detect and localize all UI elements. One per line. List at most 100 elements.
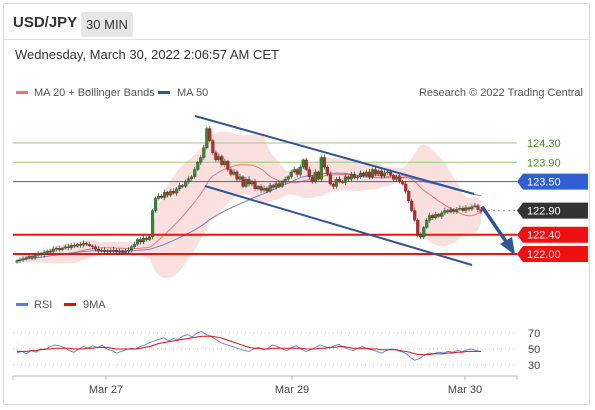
candle-body: [205, 128, 209, 148]
candle: [407, 189, 411, 204]
level-tag-122-40: 122.40: [517, 226, 588, 243]
candle-body: [265, 188, 269, 192]
rsi-panel: 70 50 30: [13, 328, 540, 372]
candle-body: [199, 157, 203, 163]
candle-body: [373, 169, 378, 175]
candle: [346, 175, 350, 182]
bollinger-band-area: [17, 131, 481, 279]
candle-body: [84, 243, 88, 245]
candle-body: [322, 157, 326, 168]
candle-body: [132, 244, 137, 247]
rsi-tick-70: 70: [528, 328, 540, 340]
candle-body: [54, 248, 58, 250]
candle: [256, 184, 260, 191]
rsi-tick-30: 30: [528, 360, 540, 372]
candle-body: [476, 205, 480, 210]
candle-body: [358, 172, 363, 177]
candle-body: [271, 185, 275, 188]
rsi-ma-legend-swatch: [64, 303, 76, 306]
candle-body: [377, 170, 381, 175]
candle: [105, 249, 109, 254]
candle: [377, 169, 381, 176]
candle-body: [226, 161, 230, 170]
candle: [343, 174, 347, 186]
candle: [154, 196, 158, 213]
candle-body: [355, 176, 360, 178]
candle: [60, 246, 64, 252]
candle-body: [181, 185, 185, 187]
candle: [229, 167, 233, 177]
research-credit: Research © 2022 Trading Central: [419, 87, 583, 99]
candle: [202, 144, 206, 160]
candle-body: [129, 246, 134, 251]
candle-body: [18, 259, 22, 261]
candle: [416, 218, 420, 238]
candle-body: [145, 237, 149, 240]
candle: [479, 206, 483, 214]
time-tick-label: Mar 29: [275, 384, 309, 396]
candle-body: [331, 183, 335, 187]
rsi-ma-legend-label: 9MA: [83, 299, 106, 311]
candle-body: [383, 172, 387, 176]
timeframe-button[interactable]: 30 MIN: [81, 12, 133, 37]
forecast-arrow: [481, 206, 515, 255]
candle-body: [36, 253, 40, 256]
rsi-ma-line: [17, 335, 481, 356]
candle-body: [343, 176, 347, 183]
candle-body: [334, 179, 338, 187]
candle-body: [51, 249, 55, 252]
candle: [33, 253, 37, 260]
candle: [129, 244, 134, 253]
candle: [337, 176, 341, 184]
candle-body: [99, 249, 103, 252]
candle: [75, 242, 79, 248]
candle-body: [241, 176, 245, 187]
candle: [135, 238, 140, 246]
candle: [141, 235, 146, 245]
candle: [51, 246, 55, 254]
candle: [277, 180, 281, 189]
candle-body: [455, 208, 459, 212]
candle-body: [178, 185, 182, 189]
level-label-124-30: 124.30: [527, 138, 561, 150]
candle: [452, 208, 456, 215]
candle-body: [117, 250, 121, 253]
candle-body: [63, 246, 67, 249]
candle-body: [325, 166, 329, 175]
candle-body: [244, 179, 248, 187]
candle: [392, 173, 396, 182]
candle: [36, 251, 40, 258]
channel-upper-line: [194, 115, 475, 195]
candle: [208, 125, 212, 143]
candle: [380, 168, 384, 179]
candle-body: [364, 171, 369, 176]
candle-body: [21, 258, 25, 260]
candle-body: [268, 185, 272, 192]
rsi-legend-label: RSI: [34, 299, 52, 311]
candle: [386, 170, 390, 175]
candle-body: [392, 175, 396, 180]
candle: [443, 207, 447, 216]
candle-body: [301, 159, 305, 168]
candle: [467, 206, 471, 212]
candle: [280, 179, 284, 188]
candle: [199, 155, 203, 165]
channel-lower-line: [204, 185, 473, 266]
candle-body: [81, 243, 85, 246]
candle-body: [425, 220, 429, 228]
candle-body: [141, 237, 146, 243]
candle: [383, 169, 387, 179]
candle-body: [78, 244, 82, 246]
candle-body: [262, 188, 266, 191]
candle: [226, 159, 230, 172]
candle: [193, 166, 197, 179]
candle-body: [160, 195, 164, 198]
candle-body: [386, 171, 390, 174]
candle: [96, 246, 100, 253]
candle-body: [349, 174, 353, 180]
candle: [123, 248, 128, 254]
candle: [316, 170, 320, 181]
candle-body: [370, 169, 375, 177]
candle-body: [389, 171, 393, 176]
